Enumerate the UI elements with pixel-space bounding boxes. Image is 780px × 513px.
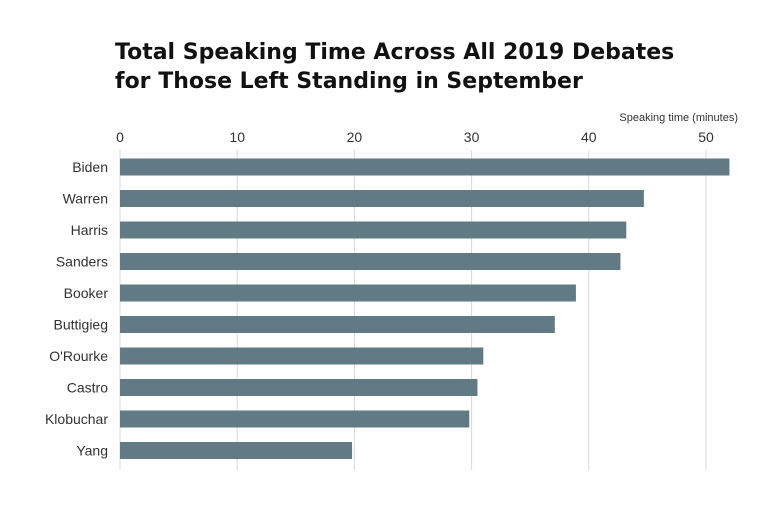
x-tick-label: 20	[347, 129, 363, 145]
chart-title: Total Speaking Time Across All 2019 Deba…	[115, 38, 735, 96]
x-axis-ticks: 0 10 20 30 40 50	[116, 129, 714, 145]
category-label: Booker	[64, 285, 109, 301]
category-label: Yang	[76, 443, 108, 459]
x-tick-label: 50	[698, 129, 714, 145]
x-tick-label: 40	[581, 129, 597, 145]
category-labels: Biden Warren Harris Sanders Booker Buttigieg O…	[45, 159, 108, 459]
bars	[120, 158, 730, 459]
bar-booker	[120, 284, 576, 302]
bar-buttigieg	[120, 316, 555, 333]
chart-title-line-2: for Those Left Standing in September	[115, 69, 583, 94]
bar-yang	[120, 442, 353, 459]
bar-orourke	[120, 347, 484, 365]
category-label: Buttigieg	[54, 317, 108, 333]
category-label: Biden	[72, 159, 108, 175]
bar-harris	[120, 221, 627, 239]
x-tick-label: 10	[229, 129, 245, 145]
category-label: Warren	[63, 191, 108, 207]
bar-sanders	[120, 253, 621, 270]
bar-klobuchar	[120, 410, 470, 428]
x-tick-label: 30	[464, 129, 480, 145]
category-label: Klobuchar	[45, 411, 108, 427]
x-axis-title: Speaking time (minutes)	[619, 112, 738, 124]
category-label: O'Rourke	[49, 348, 108, 364]
bar-warren	[120, 190, 644, 207]
x-tick-label: 0	[116, 129, 124, 145]
category-label: Harris	[71, 222, 108, 238]
bar-castro	[120, 379, 478, 396]
chart-title-line-1: Total Speaking Time Across All 2019 Deba…	[115, 40, 675, 65]
category-label: Castro	[67, 380, 108, 396]
category-label: Sanders	[56, 254, 108, 270]
bar-biden	[120, 158, 730, 176]
